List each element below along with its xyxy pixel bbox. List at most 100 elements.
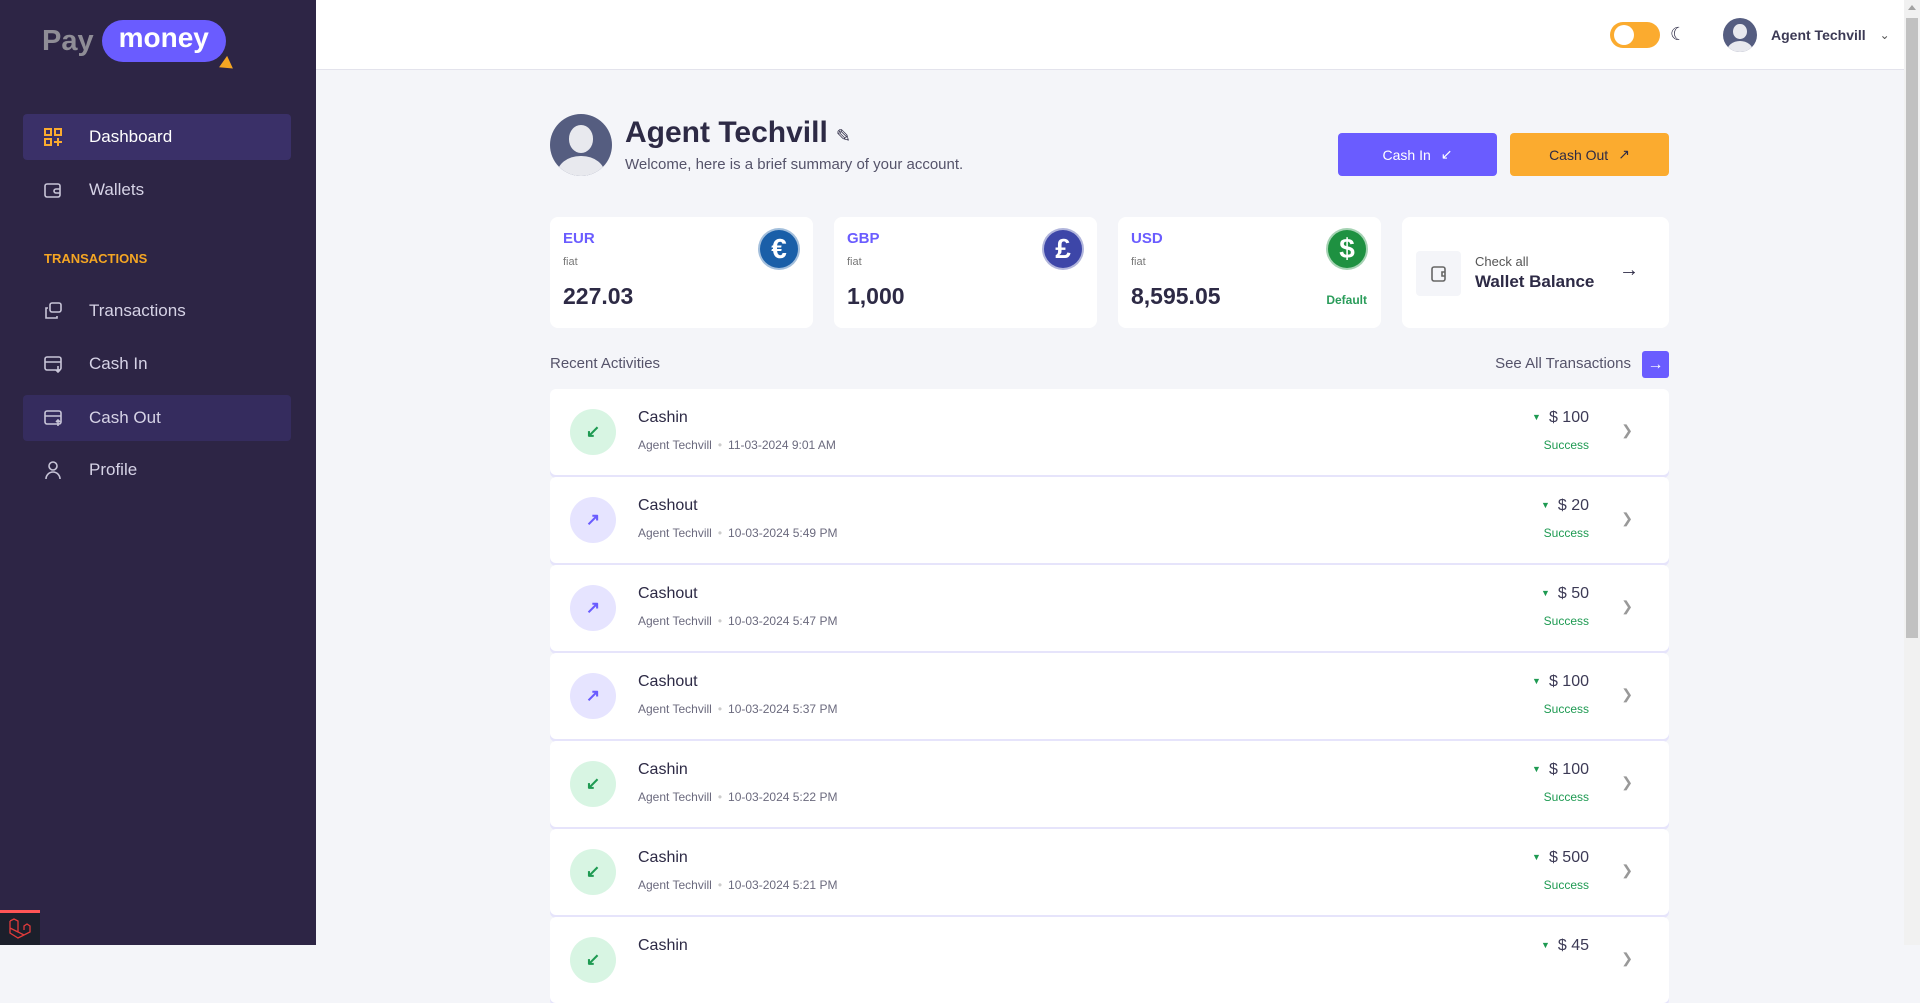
chevron-right-icon[interactable]: ❯ bbox=[1621, 774, 1633, 790]
dollar-icon: $ bbox=[1326, 228, 1368, 270]
triangle-down-icon: ▼ bbox=[1540, 940, 1550, 950]
paymoney-logo[interactable]: Pay money bbox=[42, 20, 237, 75]
triangle-down-icon: ▼ bbox=[1540, 500, 1550, 510]
activity-amount-value: $ 100 bbox=[1548, 761, 1589, 778]
logo-money: money bbox=[101, 20, 237, 75]
edit-pencil-icon[interactable]: ✎ bbox=[835, 126, 851, 146]
activity-user: Agent Techvill bbox=[638, 790, 712, 804]
sidebar: Pay money Dashboard Wallets TRANSACTIONS… bbox=[0, 0, 316, 945]
user-name: Agent Techvill bbox=[1771, 27, 1866, 43]
activity-date: 10-03-2024 5:47 PM bbox=[728, 614, 838, 628]
wallet-card-eur[interactable]: EUR fiat 227.03 € bbox=[550, 217, 813, 328]
pound-icon: £ bbox=[1042, 228, 1084, 270]
arrow-down-left-icon: ↙ bbox=[570, 409, 616, 455]
laravel-debugbar-icon[interactable] bbox=[0, 910, 40, 945]
wallet-amount: 1,000 bbox=[847, 283, 905, 309]
arrow-up-right-icon: ↗ bbox=[570, 673, 616, 719]
activity-type: Cashout bbox=[638, 497, 698, 514]
sidebar-item-cash-out[interactable]: Cash Out bbox=[23, 395, 291, 441]
activity-status: Success bbox=[1543, 526, 1589, 540]
scrollbar[interactable] bbox=[1904, 0, 1920, 945]
user-menu[interactable]: Agent Techvill ⌄ bbox=[1723, 18, 1890, 52]
sidebar-item-profile[interactable]: Profile bbox=[23, 447, 291, 493]
cash-in-icon bbox=[43, 354, 63, 374]
activity-meta: Agent Techvill • 10-03-2024 5:21 PM bbox=[638, 878, 837, 892]
arrow-up-right-icon: ↗ bbox=[570, 497, 616, 543]
wallet-currency: GBP bbox=[847, 230, 880, 247]
sidebar-item-cash-in[interactable]: Cash In bbox=[23, 341, 291, 387]
chevron-down-icon: ⌄ bbox=[1879, 28, 1890, 42]
chevron-right-icon[interactable]: ❯ bbox=[1621, 686, 1633, 702]
moon-icon[interactable]: ☾ bbox=[1670, 24, 1687, 44]
theme-toggle[interactable] bbox=[1610, 22, 1660, 48]
avatar bbox=[1723, 18, 1757, 52]
triangle-down-icon: ▼ bbox=[1532, 676, 1541, 686]
activity-user: Agent Techvill bbox=[638, 526, 712, 540]
see-all-arrow-button[interactable]: → bbox=[1642, 351, 1669, 378]
sidebar-item-label: Cash Out bbox=[89, 408, 161, 427]
activity-row[interactable]: ↙ Cashin Agent Techvill • 11-03-2024 9:01 … bbox=[550, 389, 1669, 475]
sidebar-item-transactions[interactable]: Transactions bbox=[23, 288, 291, 334]
arrow-up-right-icon: ↗ bbox=[1618, 146, 1630, 162]
triangle-down-icon: ▼ bbox=[1540, 588, 1550, 598]
activity-status: Success bbox=[1543, 702, 1589, 716]
chevron-right-icon[interactable]: ❯ bbox=[1621, 862, 1633, 878]
chevron-right-icon[interactable]: ❯ bbox=[1621, 950, 1633, 966]
activity-status: Success bbox=[1543, 614, 1589, 628]
activity-status: Success bbox=[1543, 878, 1589, 892]
logo-money-text: money bbox=[118, 22, 209, 53]
sidebar-item-wallets[interactable]: Wallets bbox=[23, 167, 291, 213]
wallet-balance-label: Wallet Balance bbox=[1475, 272, 1595, 291]
arrow-down-left-icon: ↙ bbox=[570, 937, 616, 983]
separator-dot: • bbox=[717, 878, 723, 892]
activity-amount: ▼ $ 100 bbox=[1532, 409, 1589, 427]
triangle-down-icon: ▼ bbox=[1532, 852, 1541, 862]
arrow-down-left-icon: ↙ bbox=[570, 849, 616, 895]
activity-type: Cashin bbox=[638, 937, 688, 954]
check-all-label: Check all bbox=[1475, 254, 1529, 269]
sidebar-item-label: Wallets bbox=[89, 180, 145, 199]
chevron-right-icon[interactable]: ❯ bbox=[1621, 422, 1633, 438]
arrow-up-right-icon: ↗ bbox=[570, 585, 616, 631]
cash-in-button[interactable]: Cash In ↙ bbox=[1338, 133, 1497, 176]
activity-row[interactable]: ↙ Cashin Agent Techvill • 10-03-2024 5:22 … bbox=[550, 741, 1669, 827]
activity-amount: ▼ $ 100 bbox=[1532, 673, 1589, 691]
see-all-transactions-link[interactable]: See All Transactions bbox=[1495, 355, 1631, 372]
activity-amount: ▼ $ 500 bbox=[1532, 849, 1589, 867]
wallet-currency: EUR bbox=[563, 230, 595, 247]
activity-amount: ▼ $ 100 bbox=[1532, 761, 1589, 779]
logo-pay: Pay bbox=[42, 24, 94, 57]
activity-row[interactable]: ↗ Cashout Agent Techvill • 10-03-2024 5:37… bbox=[550, 653, 1669, 739]
wallet-card-usd[interactable]: USD fiat 8,595.05 $ Default bbox=[1118, 217, 1381, 328]
cash-out-button[interactable]: Cash Out ↗ bbox=[1510, 133, 1669, 176]
chevron-right-icon[interactable]: ❯ bbox=[1621, 510, 1633, 526]
scrollbar-thumb[interactable] bbox=[1906, 18, 1918, 638]
activity-meta: Agent Techvill • 10-03-2024 5:49 PM bbox=[638, 526, 837, 540]
sidebar-item-dashboard[interactable]: Dashboard bbox=[23, 114, 291, 160]
activity-amount-value: $ 20 bbox=[1557, 497, 1589, 514]
activity-row[interactable]: ↙ Cashin Agent Techvill • 10-03-2024 5:21 … bbox=[550, 829, 1669, 915]
wallet-amount: 227.03 bbox=[563, 283, 634, 309]
activity-date: 10-03-2024 5:49 PM bbox=[728, 526, 838, 540]
activity-user: Agent Techvill bbox=[638, 702, 712, 716]
activity-row[interactable]: ↗ Cashout Agent Techvill • 10-03-2024 5:47… bbox=[550, 565, 1669, 651]
activity-row[interactable]: ↗ Cashout Agent Techvill • 10-03-2024 5:49… bbox=[550, 477, 1669, 563]
activity-user: Agent Techvill bbox=[638, 614, 712, 628]
activity-date: 10-03-2024 5:37 PM bbox=[728, 702, 838, 716]
separator-dot: • bbox=[717, 702, 723, 716]
activity-type: Cashout bbox=[638, 673, 698, 690]
activity-row[interactable]: ↙ Cashin ▼ $ 45 ❯ bbox=[550, 917, 1669, 1003]
wallet-currency: USD bbox=[1131, 230, 1163, 247]
wallet-card-gbp[interactable]: GBP fiat 1,000 £ bbox=[834, 217, 1097, 328]
wallet-balance-card[interactable]: Check all Wallet Balance → bbox=[1402, 217, 1669, 328]
activity-type: Cashin bbox=[638, 761, 688, 778]
chevron-right-icon[interactable]: ❯ bbox=[1621, 598, 1633, 614]
cash-out-icon bbox=[43, 408, 63, 428]
sidebar-section-transactions: TRANSACTIONS bbox=[44, 251, 148, 266]
separator-dot: • bbox=[717, 526, 723, 540]
activity-amount-value: $ 500 bbox=[1548, 849, 1589, 866]
topbar: ☾ Agent Techvill ⌄ bbox=[316, 0, 1904, 70]
scroll-up-icon[interactable] bbox=[1908, 5, 1916, 10]
activity-amount-value: $ 100 bbox=[1548, 673, 1589, 690]
activity-meta: Agent Techvill • 11-03-2024 9:01 AM bbox=[638, 438, 836, 452]
